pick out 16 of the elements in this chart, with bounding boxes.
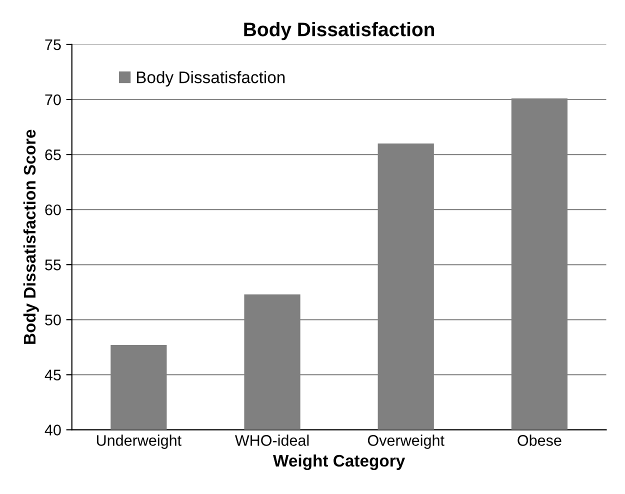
y-tick-label: 60 — [45, 204, 61, 216]
x-axis-title: Weight Category — [273, 454, 406, 470]
y-tick-label: 75 — [45, 39, 61, 50]
y-tick-label: 40 — [44, 424, 61, 436]
x-tick-label: Overweight — [368, 434, 444, 449]
y-tick-label: 65 — [45, 149, 61, 160]
y-tick-label: 70 — [45, 94, 61, 106]
y-tick-label: 45 — [44, 370, 61, 380]
chart-title: Body Dissatisfaction — [244, 22, 434, 40]
x-tick-label: Obese — [518, 434, 562, 446]
x-tick-label: Underweight — [96, 434, 182, 449]
legend-label: Body Dissatisfaction — [136, 71, 285, 87]
x-tick-label: WHO-ideal — [234, 434, 309, 446]
y-tick-label: 50 — [45, 314, 61, 326]
y-axis-title: Body Dissatisfaction Score — [23, 130, 39, 344]
y-tick-label: 55 — [45, 260, 61, 270]
